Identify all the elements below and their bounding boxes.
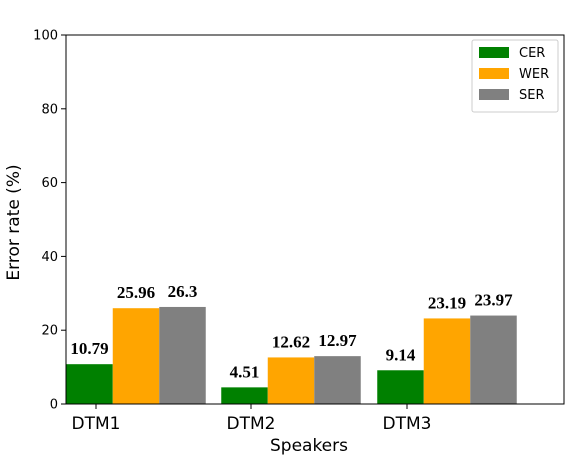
x-tick-label: DTM2 [227,414,276,434]
data-label: 9.14 [386,345,416,364]
legend: CER WER SER [471,39,559,113]
bars-layer [66,306,517,404]
data-label: 23.19 [428,293,466,312]
bar-ser-dtm2 [314,356,361,404]
y-tick-label: 40 [41,250,58,265]
bar-wer-dtm3 [423,318,471,404]
x-tick-label: DTM1 [72,414,121,434]
data-label: 26.3 [168,282,198,301]
data-label: 12.62 [272,332,310,351]
data-label: 25.96 [117,283,155,302]
legend-swatch [479,89,509,100]
legend-swatch [479,47,509,58]
x-axis-title: Speakers [270,436,348,456]
y-tick-label: 20 [41,324,58,339]
bar-cer-dtm2 [221,387,268,404]
bar-ser-dtm3 [470,315,517,404]
bar-labels-layer: 10.79 25.96 26.3 4.51 12.62 12.97 9.14 23.19 23.… [70,282,513,381]
data-label: 10.79 [70,339,108,358]
legend-label: CER [519,46,545,61]
bar-cer-dtm1 [66,364,113,404]
bar-wer-dtm2 [267,357,315,404]
x-axis: DTM1 DTM2 DTM3 [72,404,432,434]
y-axis: 0 20 40 60 80 100 [33,29,66,413]
data-label: 23.97 [474,291,513,310]
data-label: 4.51 [230,362,260,381]
y-tick-label: 60 [41,176,58,191]
bar-cer-dtm3 [377,370,424,404]
y-axis-title: Error rate (%) [4,164,24,280]
legend-label: WER [519,67,549,82]
y-tick-label: 80 [41,102,58,117]
y-tick-label: 100 [33,29,58,44]
data-label: 12.97 [318,331,357,350]
bar-wer-dtm1 [112,308,160,404]
x-tick-label: DTM3 [383,414,432,434]
legend-label: SER [519,88,545,103]
bar-ser-dtm1 [159,306,206,404]
legend-swatch [479,68,509,79]
plot-frame [65,34,565,405]
y-tick-label: 0 [50,398,58,413]
